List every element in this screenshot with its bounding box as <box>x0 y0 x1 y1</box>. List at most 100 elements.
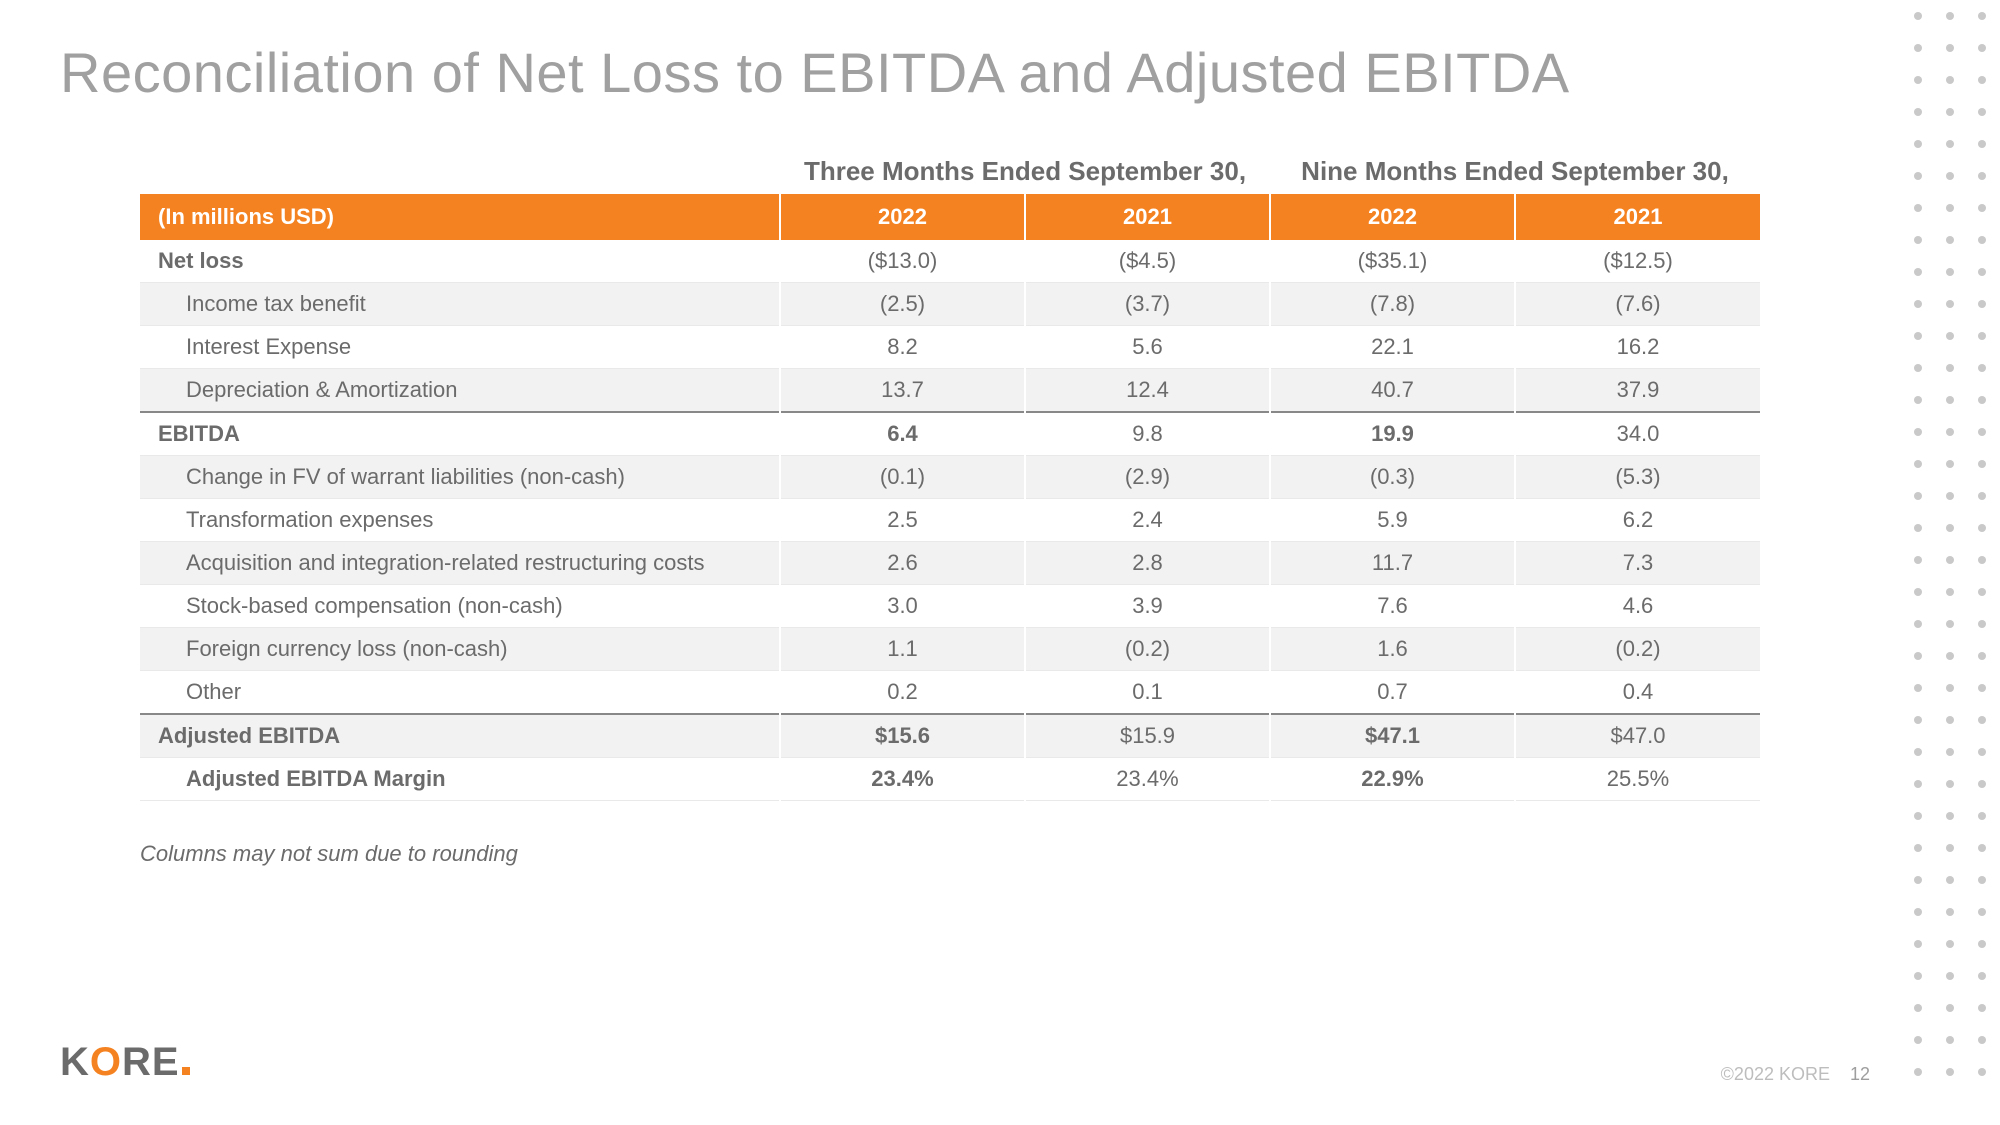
dot-icon <box>1946 684 1954 692</box>
dot-icon <box>1978 716 1986 724</box>
dot-icon <box>1978 652 1986 660</box>
cell-value: 2.4 <box>1025 498 1270 541</box>
dot-icon <box>1914 812 1922 820</box>
cell-value: ($35.1) <box>1270 240 1515 283</box>
dot-icon <box>1978 236 1986 244</box>
col-header-2021-3m: 2021 <box>1025 194 1270 240</box>
dot-icon <box>1946 716 1954 724</box>
dot-icon <box>1946 236 1954 244</box>
cell-value: (3.7) <box>1025 282 1270 325</box>
dot-icon <box>1946 108 1954 116</box>
dot-icon <box>1914 716 1922 724</box>
dot-icon <box>1914 140 1922 148</box>
dot-icon <box>1946 44 1954 52</box>
copyright: ©2022 KORE <box>1721 1064 1830 1085</box>
cell-value: (7.6) <box>1515 282 1760 325</box>
column-header-row: (In millions USD) 2022 2021 2022 2021 <box>140 194 1760 240</box>
dot-icon <box>1978 1036 1986 1044</box>
dot-icon <box>1978 76 1986 84</box>
dot-icon <box>1946 204 1954 212</box>
cell-value: 3.9 <box>1025 584 1270 627</box>
dot-icon <box>1914 780 1922 788</box>
logo-letter: K <box>60 1040 90 1084</box>
dot-icon <box>1978 492 1986 500</box>
dot-icon <box>1946 812 1954 820</box>
cell-value: 2.5 <box>780 498 1025 541</box>
cell-value: $47.0 <box>1515 714 1760 758</box>
cell-value: (0.3) <box>1270 455 1515 498</box>
dot-icon <box>1978 588 1986 596</box>
dot-icon <box>1946 76 1954 84</box>
table-row: Adjusted EBITDA$15.6$15.9$47.1$47.0 <box>140 714 1760 758</box>
dot-icon <box>1978 108 1986 116</box>
cell-value: 0.7 <box>1270 670 1515 714</box>
table-row: Stock-based compensation (non-cash)3.03.… <box>140 584 1760 627</box>
cell-value: ($4.5) <box>1025 240 1270 283</box>
row-label: Change in FV of warrant liabilities (non… <box>140 455 780 498</box>
table-row: Transformation expenses2.52.45.96.2 <box>140 498 1760 541</box>
dot-icon <box>1914 172 1922 180</box>
dot-icon <box>1914 204 1922 212</box>
dot-icon <box>1978 1068 1986 1076</box>
col-header-2021-9m: 2021 <box>1515 194 1760 240</box>
dot-icon <box>1914 684 1922 692</box>
dot-icon <box>1946 876 1954 884</box>
dot-icon <box>1914 364 1922 372</box>
dot-icon <box>1914 524 1922 532</box>
logo-letter: E <box>152 1040 180 1084</box>
dot-icon <box>1946 172 1954 180</box>
cell-value: 9.8 <box>1025 412 1270 456</box>
dot-icon <box>1914 332 1922 340</box>
cell-value: 4.6 <box>1515 584 1760 627</box>
cell-value: 23.4% <box>780 757 1025 800</box>
dot-icon <box>1978 204 1986 212</box>
dot-icon <box>1914 236 1922 244</box>
decorative-dot-grid <box>1914 12 1986 1076</box>
dot-icon <box>1946 972 1954 980</box>
dot-icon <box>1914 940 1922 948</box>
dot-icon <box>1946 332 1954 340</box>
dot-icon <box>1978 748 1986 756</box>
cell-value: (5.3) <box>1515 455 1760 498</box>
cell-value: (7.8) <box>1270 282 1515 325</box>
dot-icon <box>1946 524 1954 532</box>
dot-icon <box>1914 396 1922 404</box>
dot-icon <box>1914 12 1922 20</box>
dot-icon <box>1914 748 1922 756</box>
cell-value: 0.2 <box>780 670 1025 714</box>
reconciliation-table: Three Months Ended September 30, Nine Mo… <box>140 155 1760 801</box>
dot-icon <box>1978 556 1986 564</box>
cell-value: 23.4% <box>1025 757 1270 800</box>
dot-icon <box>1914 908 1922 916</box>
row-label: Foreign currency loss (non-cash) <box>140 627 780 670</box>
cell-value: $15.9 <box>1025 714 1270 758</box>
footnote: Columns may not sum due to rounding <box>140 841 1870 867</box>
dot-icon <box>1914 620 1922 628</box>
dot-icon <box>1978 908 1986 916</box>
dot-icon <box>1946 364 1954 372</box>
dot-icon <box>1946 1068 1954 1076</box>
dot-icon <box>1946 140 1954 148</box>
dot-icon <box>1946 460 1954 468</box>
row-label: Depreciation & Amortization <box>140 368 780 412</box>
dot-icon <box>1914 876 1922 884</box>
cell-value: (2.5) <box>780 282 1025 325</box>
logo-dot-icon <box>182 1067 190 1075</box>
cell-value: 25.5% <box>1515 757 1760 800</box>
kore-logo: KORE <box>60 1040 190 1085</box>
dot-icon <box>1978 172 1986 180</box>
dot-icon <box>1946 908 1954 916</box>
dot-icon <box>1978 44 1986 52</box>
cell-value: $47.1 <box>1270 714 1515 758</box>
row-label: Stock-based compensation (non-cash) <box>140 584 780 627</box>
logo-letter: O <box>90 1040 122 1084</box>
group-header-row: Three Months Ended September 30, Nine Mo… <box>140 155 1760 188</box>
row-label: Net loss <box>140 240 780 283</box>
cell-value: 12.4 <box>1025 368 1270 412</box>
dot-icon <box>1914 1004 1922 1012</box>
dot-icon <box>1946 492 1954 500</box>
cell-value: 1.6 <box>1270 627 1515 670</box>
logo-letter: R <box>122 1040 152 1084</box>
dot-icon <box>1978 332 1986 340</box>
cell-value: 22.1 <box>1270 325 1515 368</box>
